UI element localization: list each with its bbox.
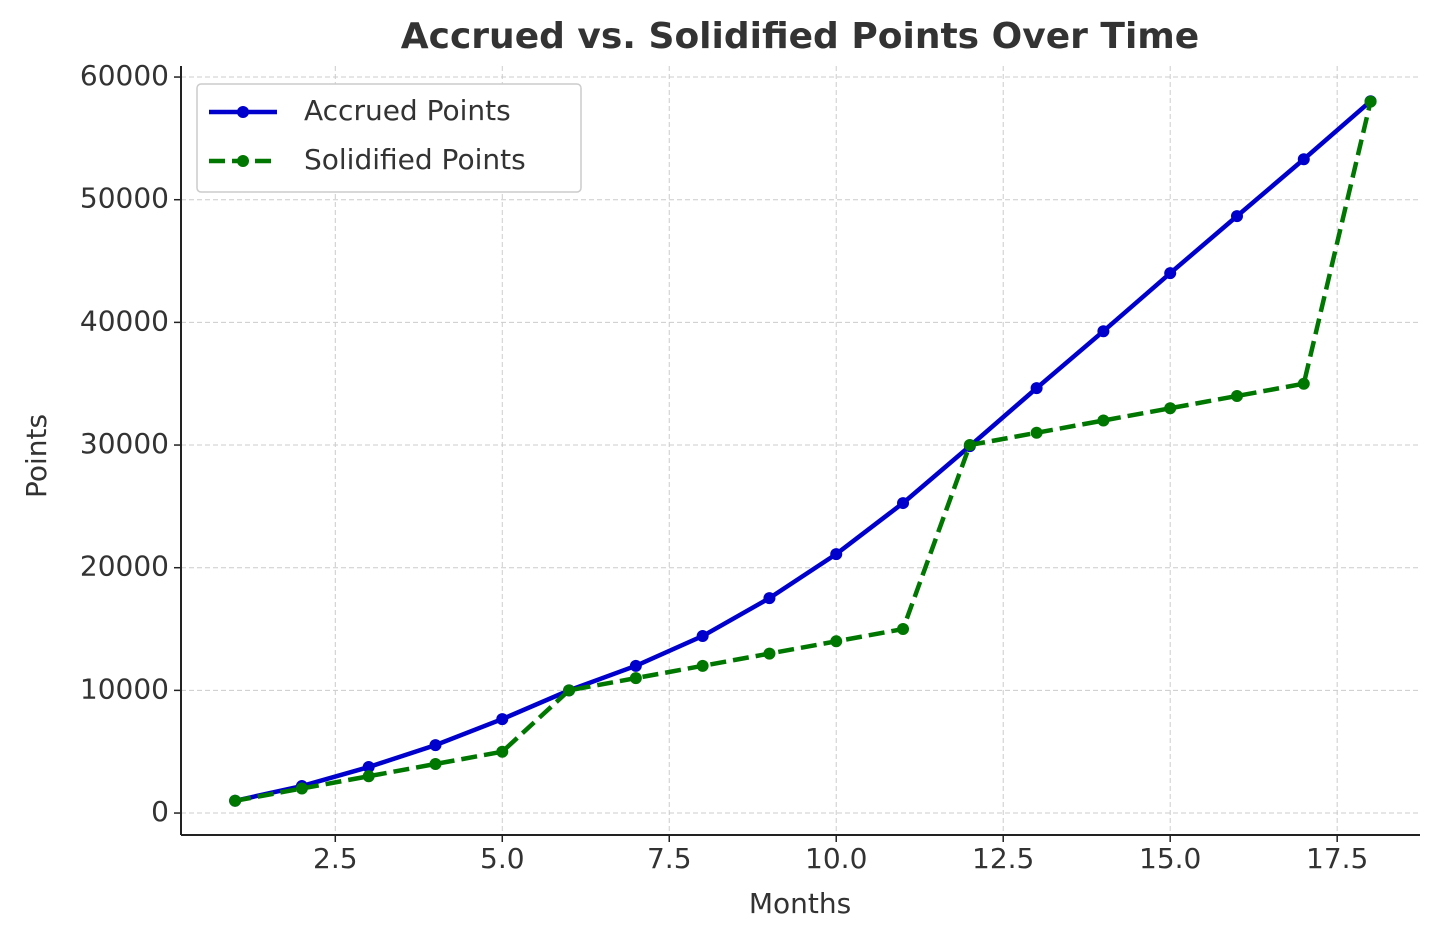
y-tick-label: 30000	[80, 427, 169, 460]
data-point	[629, 659, 642, 672]
data-point	[1364, 95, 1377, 108]
data-point	[1164, 267, 1177, 280]
y-tick-label: 40000	[80, 304, 169, 337]
x-tick-label: 2.5	[313, 842, 358, 875]
data-point	[696, 630, 709, 643]
y-tick-label: 20000	[80, 550, 169, 583]
data-point	[496, 745, 509, 758]
data-point	[1030, 382, 1043, 395]
y-tick-label: 0	[151, 795, 169, 828]
x-tick-label: 7.5	[647, 842, 692, 875]
data-point	[629, 672, 642, 685]
series-line	[234, 101, 1373, 803]
x-tick-label: 12.5	[972, 842, 1034, 875]
data-point	[763, 647, 776, 660]
data-point	[696, 659, 709, 672]
data-point	[763, 592, 776, 605]
legend-box	[196, 83, 582, 193]
x-tick-label: 5.0	[480, 842, 525, 875]
x-tick-label: 17.5	[1306, 842, 1368, 875]
x-tick-label: 15.0	[1139, 842, 1201, 875]
legend-marker	[237, 106, 249, 118]
x-axis-label: Months	[749, 887, 851, 920]
data-point	[563, 684, 576, 697]
data-point	[1230, 389, 1243, 402]
data-point	[830, 635, 843, 648]
data-point	[963, 439, 976, 452]
data-point	[1164, 402, 1177, 415]
chart-title: Accrued vs. Solidified Points Over Time	[401, 16, 1199, 57]
legend-label: Accrued Points	[304, 94, 511, 127]
legend-label: Solidified Points	[304, 143, 526, 176]
data-point	[1030, 426, 1043, 439]
data-point	[496, 713, 509, 726]
data-point	[229, 794, 242, 807]
y-axis-label: Points	[20, 414, 53, 498]
y-tick-label: 10000	[80, 672, 169, 705]
data-point	[1230, 210, 1243, 223]
data-point	[1097, 414, 1110, 427]
data-point	[897, 497, 910, 510]
y-tick-label: 50000	[80, 182, 169, 215]
data-point	[1097, 325, 1110, 338]
data-point	[429, 739, 442, 752]
data-point	[1297, 377, 1310, 390]
data-point	[295, 782, 308, 795]
data-point	[897, 623, 910, 636]
series-line	[234, 99, 1373, 803]
x-tick-label: 10.0	[805, 842, 867, 875]
data-point	[362, 770, 375, 783]
data-point	[362, 761, 375, 774]
data-point	[429, 757, 442, 770]
data-point	[1297, 153, 1310, 166]
data-point	[830, 548, 843, 561]
y-tick-label: 60000	[80, 59, 169, 92]
legend-marker	[237, 155, 249, 167]
